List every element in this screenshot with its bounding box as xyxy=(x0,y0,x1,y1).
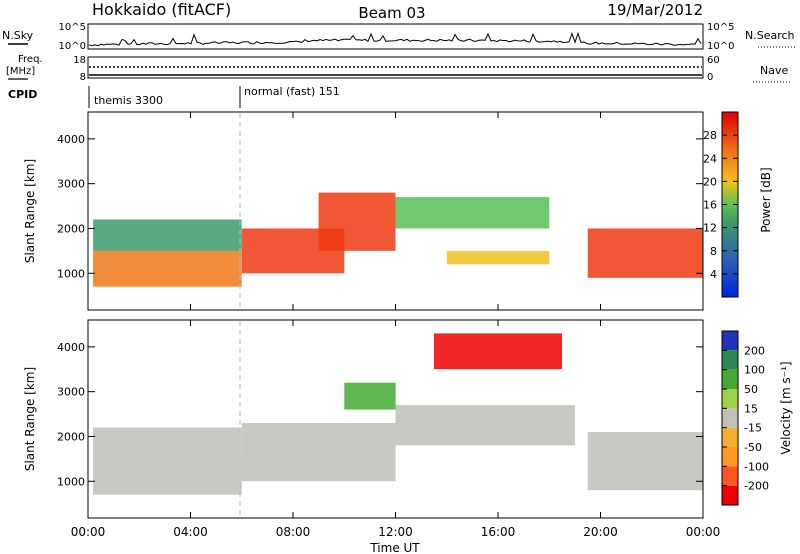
cpid-panel: CPID themis 3300 normal (fast) 151 xyxy=(8,85,340,108)
freq-panel: Freq. [MHz] 18 8 60 0 Nave xyxy=(6,54,790,83)
velocity-ytick-label-2: 3000 xyxy=(57,386,85,399)
power-region-5 xyxy=(446,250,550,265)
power-region-0 xyxy=(93,250,242,287)
velocity-panel: 1000 2000 3000 4000 Slant Range [km] 200 100… xyxy=(23,319,793,519)
power-panel: 1000 2000 3000 4000 Slant Range [km] 4 8 12 16… xyxy=(23,111,773,311)
velocity-ytick-label-0: 1000 xyxy=(57,475,85,488)
velocity-ylabel: Slant Range [km] xyxy=(23,367,37,471)
x-axis-label: Time UT xyxy=(369,541,420,554)
x-tick-label-6: 00:00 xyxy=(686,525,721,539)
nsearch-label: N.Search xyxy=(745,29,795,42)
x-tick-label-0: 00:00 xyxy=(71,525,106,539)
power-cb-label-3: 16 xyxy=(703,199,717,212)
nsearch-tick-top: 10^5 xyxy=(707,22,734,33)
freq-tick-bottom: 8 xyxy=(80,72,86,83)
power-cb-label-1: 8 xyxy=(710,245,717,258)
freq-label: Freq. xyxy=(18,54,43,65)
velocity-cb-block-0 xyxy=(722,331,738,351)
velocity-colorbar-title: Velocity [m s⁻¹] xyxy=(779,361,793,454)
power-ytick-label-0: 1000 xyxy=(57,267,85,280)
velocity-region-0 xyxy=(93,427,242,495)
cpid-mode-2: normal (fast) 151 xyxy=(244,85,340,98)
nsky-panel: N.Sky 10^5 10^0 10^5 10^0 N.Search xyxy=(2,22,795,52)
velocity-cb-block-3 xyxy=(722,389,738,409)
velocity-cb-block-6 xyxy=(722,447,738,467)
cpid-mode-1: themis 3300 xyxy=(94,94,163,107)
power-cb-label-2: 12 xyxy=(703,222,717,235)
power-ytick-label-2: 3000 xyxy=(57,178,85,191)
cpid-label: CPID xyxy=(8,88,37,101)
nsky-label: N.Sky xyxy=(2,29,34,42)
velocity-cb-label-3: 15 xyxy=(744,402,758,415)
velocity-region-4 xyxy=(344,382,396,410)
velocity-data xyxy=(93,333,703,495)
x-tick-label-5: 20:00 xyxy=(583,525,618,539)
power-region-4 xyxy=(395,197,550,229)
nave-tick-top: 60 xyxy=(707,55,720,66)
velocity-ytick-label-3: 4000 xyxy=(57,341,85,354)
velocity-cb-label-0: 200 xyxy=(744,344,765,357)
power-region-3 xyxy=(318,192,396,251)
nsearch-tick-bottom: 10^0 xyxy=(707,41,734,52)
velocity-cb-block-1 xyxy=(722,350,738,370)
time-x-axis: 00:00 04:00 08:00 12:00 16:00 20:00 00:00 xyxy=(71,112,721,539)
velocity-colorbar-ticks: 200 100 50 15 -15 -50 -100 -200 xyxy=(722,344,769,493)
velocity-cb-label-5: -50 xyxy=(744,441,762,454)
nsky-line xyxy=(88,31,702,47)
freq-tick-top: 18 xyxy=(73,55,86,66)
x-tick-label-2: 08:00 xyxy=(276,525,311,539)
nsky-tick-bottom: 10^0 xyxy=(59,41,86,52)
date-title: 19/Mar/2012 xyxy=(607,1,703,19)
velocity-cb-label-2: 50 xyxy=(744,383,758,396)
x-tick-label-3: 12:00 xyxy=(378,525,413,539)
power-data xyxy=(93,192,703,287)
velocity-cb-label-7: -200 xyxy=(744,480,769,493)
velocity-region-2 xyxy=(395,405,575,446)
velocity-ytick-label-1: 2000 xyxy=(57,430,85,443)
velocity-region-1 xyxy=(241,423,396,482)
beam-title: Beam 03 xyxy=(358,4,425,22)
power-ytick-label-3: 4000 xyxy=(57,133,85,146)
power-ylabel: Slant Range [km] xyxy=(23,159,37,263)
velocity-colorbar xyxy=(721,330,739,506)
freq-unit: [MHz] xyxy=(6,66,35,77)
velocity-cb-frame xyxy=(721,330,739,506)
power-cb-label-0: 4 xyxy=(710,268,717,281)
power-y-axis: 1000 2000 3000 4000 xyxy=(57,133,703,280)
nsky-tick-top: 10^5 xyxy=(59,22,86,33)
velocity-region-3 xyxy=(433,333,562,370)
velocity-cb-block-2 xyxy=(722,369,738,389)
nave-label: Nave xyxy=(760,64,788,77)
power-cb-label-4: 20 xyxy=(703,175,717,188)
velocity-cb-block-4 xyxy=(722,408,738,428)
power-region-1 xyxy=(93,219,242,251)
velocity-cb-label-6: -100 xyxy=(744,460,769,473)
power-region-6 xyxy=(587,228,703,278)
power-colorbar-ticks: 4 8 12 16 20 24 28 xyxy=(703,129,738,281)
power-cb-label-5: 24 xyxy=(703,152,717,165)
velocity-y-axis: 1000 2000 3000 4000 xyxy=(57,341,703,488)
velocity-cb-label-1: 100 xyxy=(744,364,765,377)
power-ytick-label-1: 2000 xyxy=(57,222,85,235)
velocity-cb-label-4: -15 xyxy=(744,422,762,435)
velocity-cb-block-5 xyxy=(722,427,738,447)
velocity-cb-block-7 xyxy=(722,466,738,486)
power-cb-label-6: 28 xyxy=(703,129,717,142)
x-tick-label-4: 16:00 xyxy=(481,525,516,539)
velocity-cb-block-8 xyxy=(722,485,738,505)
nave-tick-bottom: 0 xyxy=(707,72,713,83)
station-title: Hokkaido (fitACF) xyxy=(92,0,231,19)
velocity-region-5 xyxy=(587,432,703,491)
x-tick-label-1: 04:00 xyxy=(173,525,208,539)
power-colorbar-title: Power [dB] xyxy=(759,167,773,232)
